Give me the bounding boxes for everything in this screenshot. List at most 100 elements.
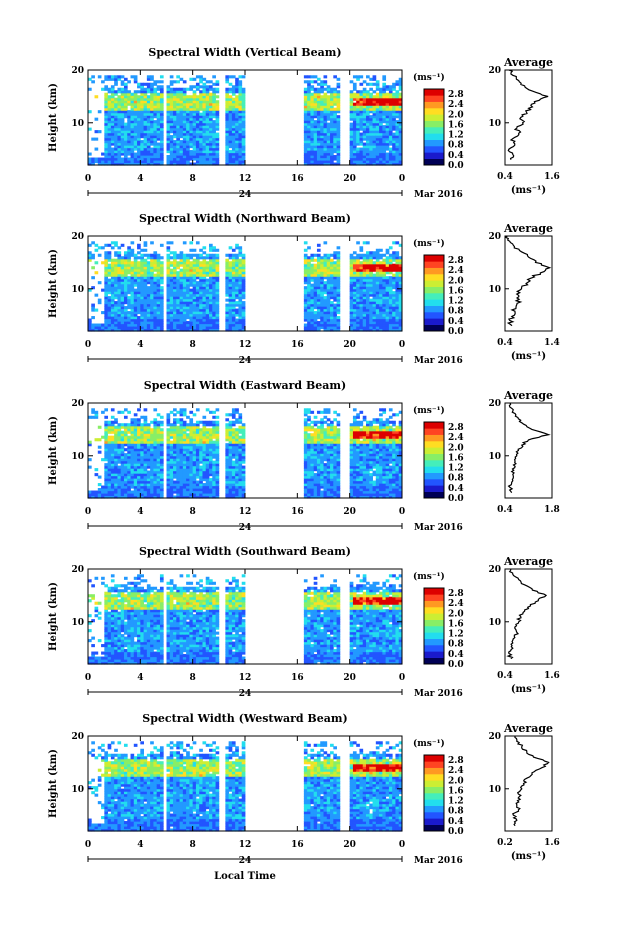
heatmap-cell <box>144 249 148 252</box>
heatmap-cell <box>157 143 161 146</box>
panel-title: Spectral Width (Eastward Beam) <box>144 379 346 392</box>
heatmap-cell <box>131 241 135 244</box>
heatmap-cell <box>212 246 216 249</box>
heatmap-cell <box>229 75 233 78</box>
heatmap-cell <box>95 158 99 161</box>
heatmap-cell <box>366 83 370 86</box>
heatmap-cell <box>379 261 383 264</box>
heatmap-cell <box>98 158 102 161</box>
heatmap-cell <box>153 274 157 277</box>
heatmap-cell <box>131 93 135 96</box>
heatmap-cell <box>359 261 363 264</box>
heatmap-cell <box>98 446 102 449</box>
heatmap-cell <box>202 251 206 254</box>
heatmap-cell <box>127 80 131 83</box>
heatmap-cell <box>206 80 210 83</box>
heatmap-cell <box>379 254 383 257</box>
colorbar-tick-label: 0.4 <box>448 151 464 161</box>
heatmap-cell <box>202 78 206 81</box>
heatmap-cell <box>131 249 135 252</box>
heatmap-cell <box>180 251 184 254</box>
heatmap-cell <box>134 90 138 93</box>
heatmap-cell <box>111 148 115 151</box>
heatmap-cell <box>373 95 377 98</box>
heatmap-cell <box>202 256 206 259</box>
heatmap-cell <box>373 251 377 254</box>
heatmap-cell <box>167 241 171 244</box>
heatmap-cell <box>369 299 373 302</box>
heatmap-cell <box>330 254 334 257</box>
heatmap-cell <box>363 254 367 257</box>
colorbar-swatch <box>424 306 444 313</box>
heatmap-cell <box>95 95 99 98</box>
heatmap-cell <box>95 249 99 252</box>
heatmap-cell <box>193 259 197 262</box>
heatmap-cell <box>91 266 95 269</box>
colorbar-swatch <box>424 287 444 294</box>
heatmap-cell <box>98 476 102 479</box>
heatmap-cell <box>137 418 141 421</box>
heatmap-cell <box>189 95 193 98</box>
avg-x-tick-label: 0.4 <box>497 338 513 348</box>
heatmap-cell <box>176 271 180 274</box>
colorbar-swatch <box>424 121 444 128</box>
colorbar-unit: (ms⁻¹) <box>413 238 445 249</box>
heatmap-cell <box>144 259 148 262</box>
heatmap-cell <box>189 261 193 264</box>
heatmap-cell <box>235 254 239 257</box>
heatmap-cell <box>176 75 180 78</box>
heatmap-cell <box>91 416 95 419</box>
heatmap-cell <box>337 115 341 118</box>
heatmap-cell <box>232 85 236 88</box>
heatmap-cell <box>379 88 383 91</box>
heatmap-cell <box>206 261 210 264</box>
heatmap-cell <box>173 88 177 91</box>
colorbar-unit: (ms⁻¹) <box>413 72 445 83</box>
heatmap-cell <box>104 421 108 424</box>
heatmap-cell <box>98 426 102 429</box>
heatmap-cell <box>170 256 174 259</box>
heatmap-cell <box>235 309 239 312</box>
heatmap-cell <box>144 408 148 411</box>
heatmap-cell <box>88 458 92 461</box>
colorbar-swatch <box>424 127 444 134</box>
heatmap-cell <box>392 274 396 277</box>
heatmap-cell <box>225 254 229 257</box>
heatmap-cell <box>229 95 233 98</box>
avg-x-tick-label: 0.4 <box>497 172 513 182</box>
colorbar-tick-label: 2.8 <box>448 256 464 266</box>
heatmap-cell <box>111 421 115 424</box>
x-tick-label: 4 <box>137 340 143 350</box>
heatmap-cell <box>88 110 92 113</box>
heatmap-cell <box>108 244 112 247</box>
heatmap-cell <box>373 83 377 86</box>
heatmap-cell <box>91 254 95 257</box>
heatmap-cell <box>124 83 128 86</box>
heatmap-cell <box>216 133 220 136</box>
heatmap-cell <box>95 468 99 471</box>
colorbar-swatch <box>424 280 444 287</box>
heatmap-cell <box>144 254 148 257</box>
heatmap-cell <box>356 148 360 151</box>
heatmap-cell <box>392 251 396 254</box>
heatmap-cell <box>330 259 334 262</box>
x-tick-label: 12 <box>239 174 252 184</box>
heatmap-cell <box>95 473 99 476</box>
heatmap-cell <box>327 85 331 88</box>
heatmap-cell <box>121 244 125 247</box>
heatmap-cell <box>91 316 95 319</box>
heatmap-cell <box>117 411 121 414</box>
heatmap-cell <box>88 244 92 247</box>
x-tick-label: 0 <box>399 340 405 350</box>
heatmap-cell <box>95 261 99 264</box>
heatmap-cell <box>180 140 184 143</box>
heatmap-cell <box>147 261 151 264</box>
heatmap-cell <box>363 143 367 146</box>
heatmap-cell <box>108 421 112 424</box>
heatmap-cell <box>317 244 321 247</box>
heatmap-cell <box>324 296 328 299</box>
colorbar-swatch <box>424 146 444 153</box>
heatmap-cell <box>180 88 184 91</box>
heatmap-cell <box>167 155 171 158</box>
heatmap-cell <box>111 408 115 411</box>
